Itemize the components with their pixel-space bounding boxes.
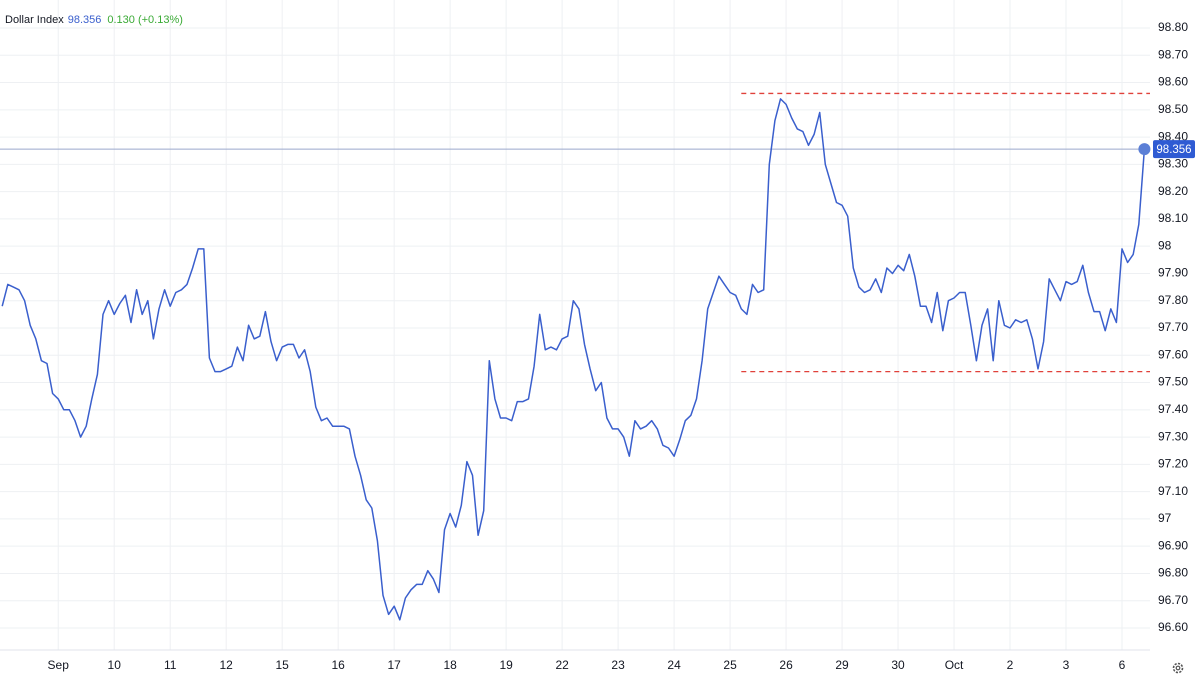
- price-tag-label: 98.356: [1156, 144, 1191, 156]
- header: Dollar Index 98.356 0.130 (+0.13%): [5, 14, 183, 26]
- y-tick-label: 97.60: [1158, 347, 1188, 361]
- y-tick-label: 97.20: [1158, 457, 1188, 471]
- x-tick-label: 2: [1007, 658, 1014, 672]
- x-tick-label: 6: [1119, 658, 1126, 672]
- x-tick-label: Sep: [48, 658, 70, 672]
- y-tick-label: 97.30: [1158, 429, 1188, 443]
- y-tick-label: 96.80: [1158, 566, 1188, 580]
- x-tick-label: 25: [723, 658, 737, 672]
- x-tick-label: 17: [387, 658, 401, 672]
- y-tick-label: 98: [1158, 238, 1172, 252]
- y-tick-label: 98.20: [1158, 184, 1188, 198]
- y-tick-label: 98.50: [1158, 102, 1188, 116]
- settings-icon[interactable]: [1172, 662, 1184, 674]
- y-tick-label: 97.70: [1158, 320, 1188, 334]
- x-tick-label: 30: [891, 658, 905, 672]
- y-tick-label: 96.70: [1158, 593, 1188, 607]
- y-tick-label: 96.60: [1158, 620, 1188, 634]
- y-tick-label: 97.10: [1158, 484, 1188, 498]
- last-price: 98.356: [68, 14, 102, 26]
- x-tick-label: 18: [443, 658, 457, 672]
- y-tick-label: 98.10: [1158, 211, 1188, 225]
- y-tick-label: 97: [1158, 511, 1172, 525]
- last-point: [1138, 143, 1151, 156]
- x-tick-label: 24: [667, 658, 681, 672]
- x-tick-label: 15: [276, 658, 290, 672]
- y-tick-label: 98.70: [1158, 47, 1188, 61]
- y-tick-label: 97.50: [1158, 375, 1188, 389]
- price-tag: [1153, 140, 1195, 159]
- y-tick-label: 98.40: [1158, 129, 1188, 143]
- x-tick-label: 3: [1063, 658, 1070, 672]
- y-tick-label: 98.30: [1158, 157, 1188, 171]
- y-tick-label: 98.60: [1158, 75, 1188, 89]
- change: 0.130 (+0.13%): [107, 14, 183, 26]
- x-tick-label: Oct: [945, 658, 964, 672]
- price-line: [1, 98, 1146, 621]
- y-tick-label: 98.80: [1158, 20, 1188, 34]
- x-tick-label: 22: [555, 658, 569, 672]
- x-tick-label: 16: [331, 658, 345, 672]
- x-tick-label: 23: [611, 658, 625, 672]
- x-tick-label: 11: [164, 658, 177, 672]
- x-tick-label: 12: [220, 658, 234, 672]
- x-tick-label: 29: [835, 658, 849, 672]
- y-tick-label: 97.90: [1158, 266, 1188, 280]
- grid: [0, 0, 1150, 650]
- y-tick-label: 96.90: [1158, 538, 1188, 552]
- series-name: Dollar Index: [5, 14, 64, 26]
- x-tick-label: 19: [499, 658, 513, 672]
- y-tick-label: 97.40: [1158, 402, 1188, 416]
- x-tick-label: 26: [779, 658, 793, 672]
- y-tick-label: 97.80: [1158, 293, 1188, 307]
- x-tick-label: 10: [108, 658, 122, 672]
